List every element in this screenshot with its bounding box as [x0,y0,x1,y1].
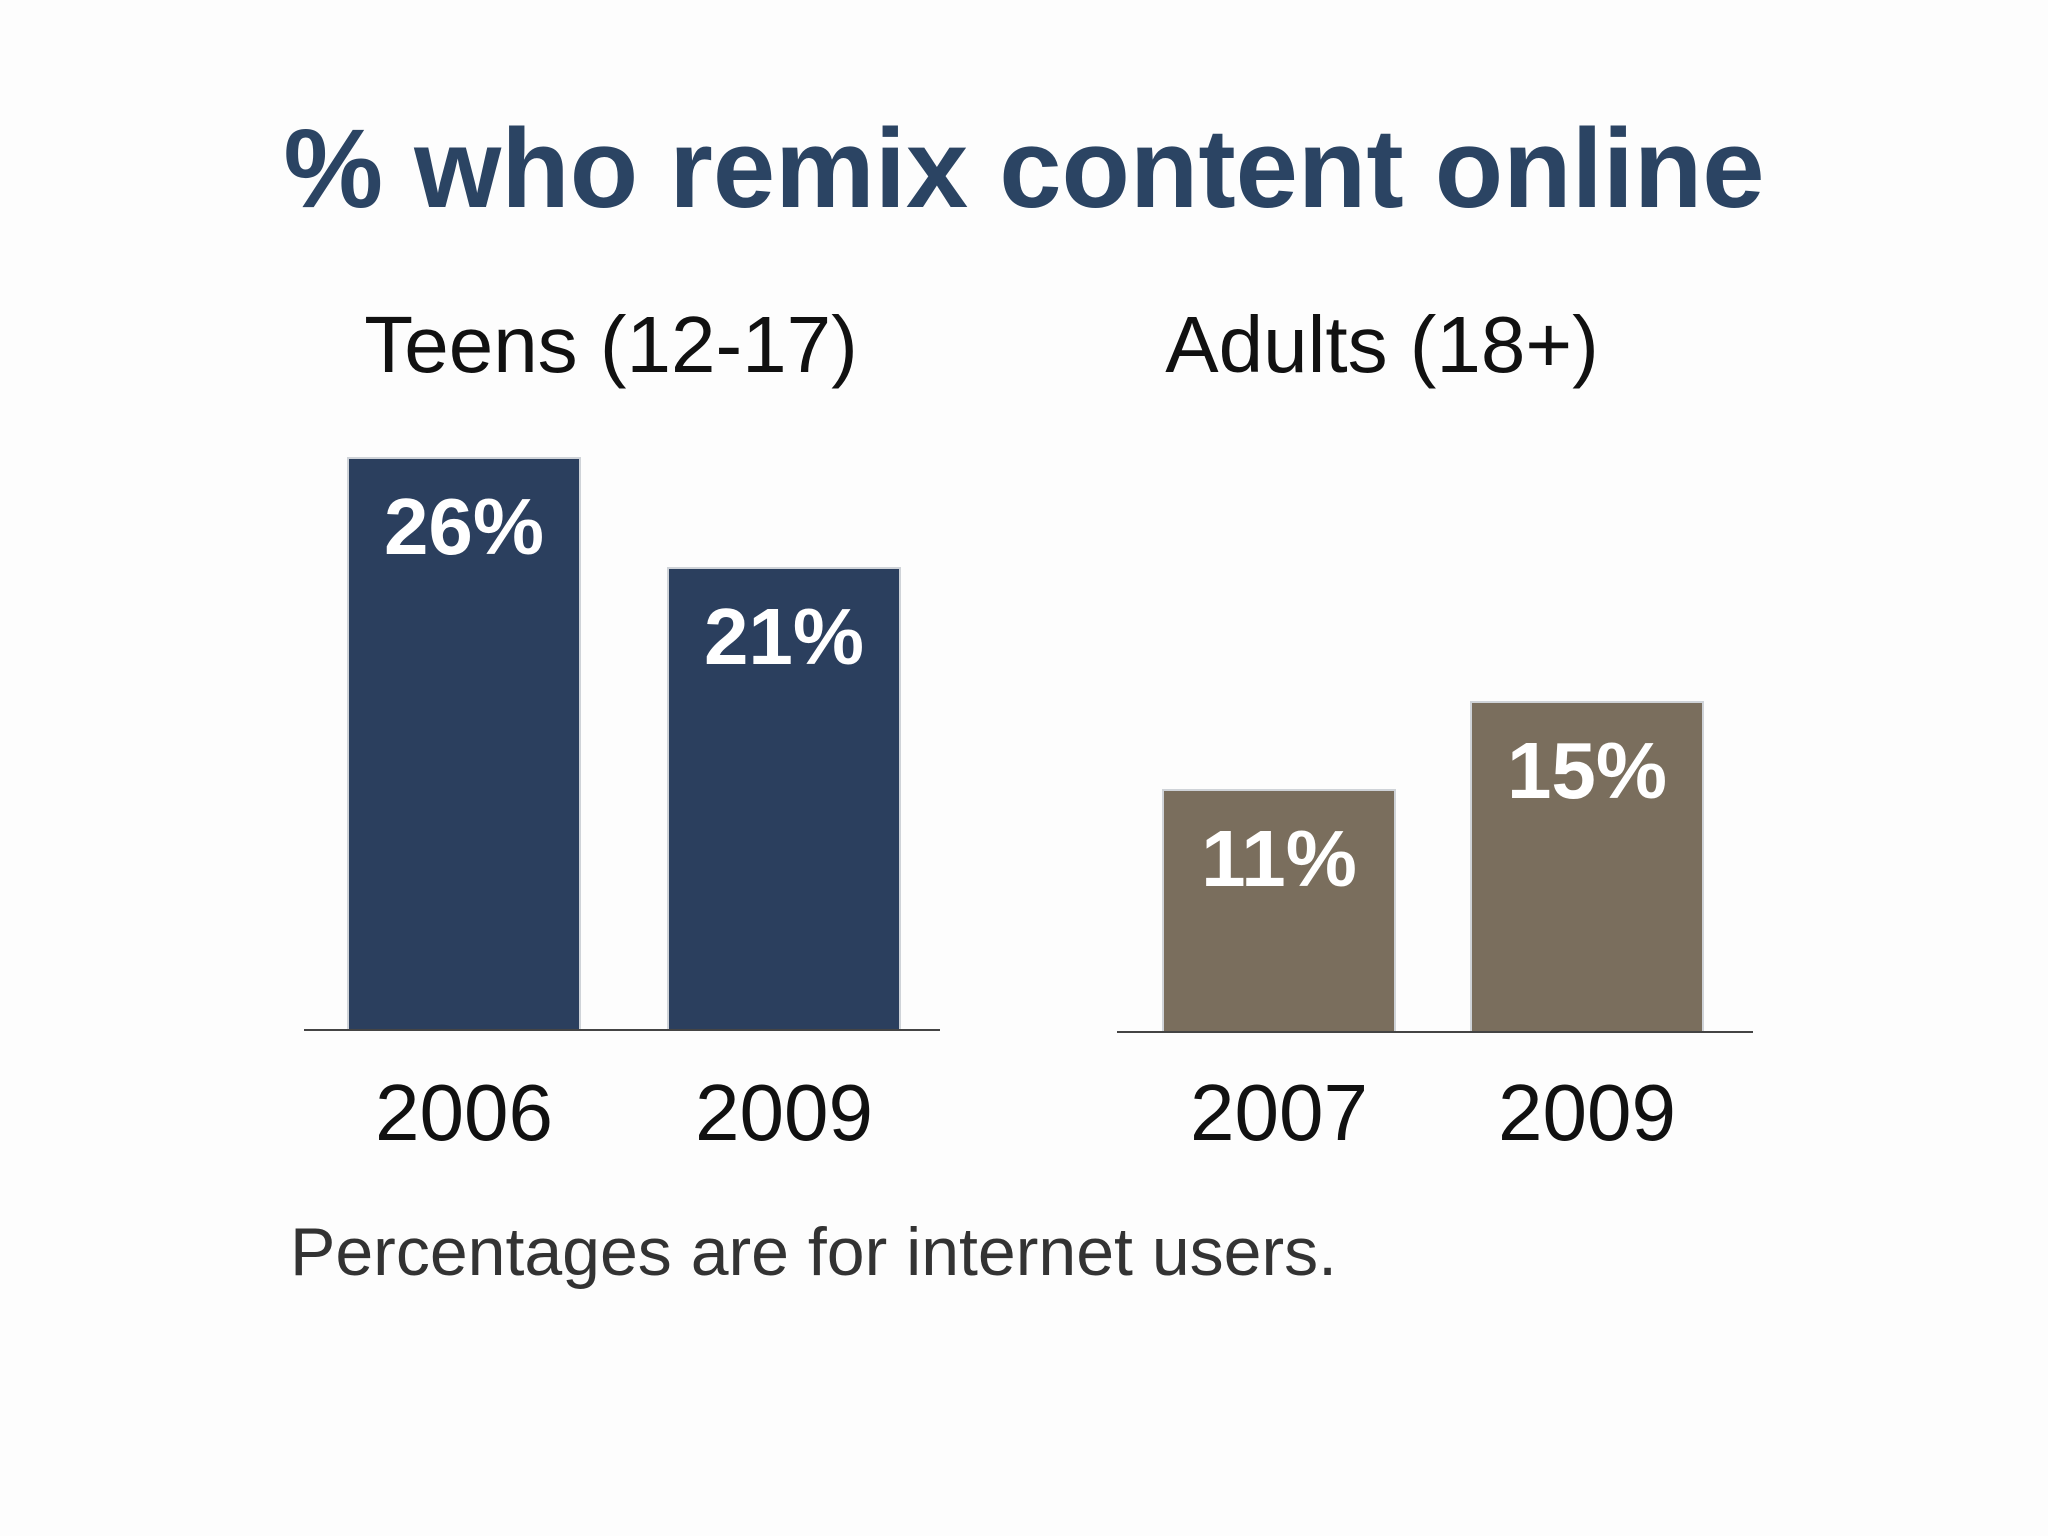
bar [1470,701,1704,1033]
x-tick-label: 2009 [695,1068,873,1157]
x-tick-label: 2009 [1498,1068,1676,1157]
panel-title: Adults (18+) [1165,300,1599,389]
bar [667,567,901,1031]
x-tick-label: 2006 [375,1068,553,1157]
chart-panel-2: Adults (18+) 11% 2007 15% 2009 [1117,300,1753,1157]
data-label: 26% [384,482,544,571]
bar [1162,789,1396,1033]
chart-title: % who remix content online [283,106,1765,231]
panel-title: Teens (12-17) [364,300,858,389]
data-label: 21% [704,592,864,681]
chart-panel-1: Teens (12-17) 26% 2006 21% 2009 [304,300,940,1157]
data-label: 11% [1201,814,1357,903]
x-tick-label: 2007 [1190,1068,1368,1157]
chart-footnote: Percentages are for internet users. [290,1214,1337,1290]
bar [347,457,581,1031]
data-label: 15% [1507,726,1667,815]
